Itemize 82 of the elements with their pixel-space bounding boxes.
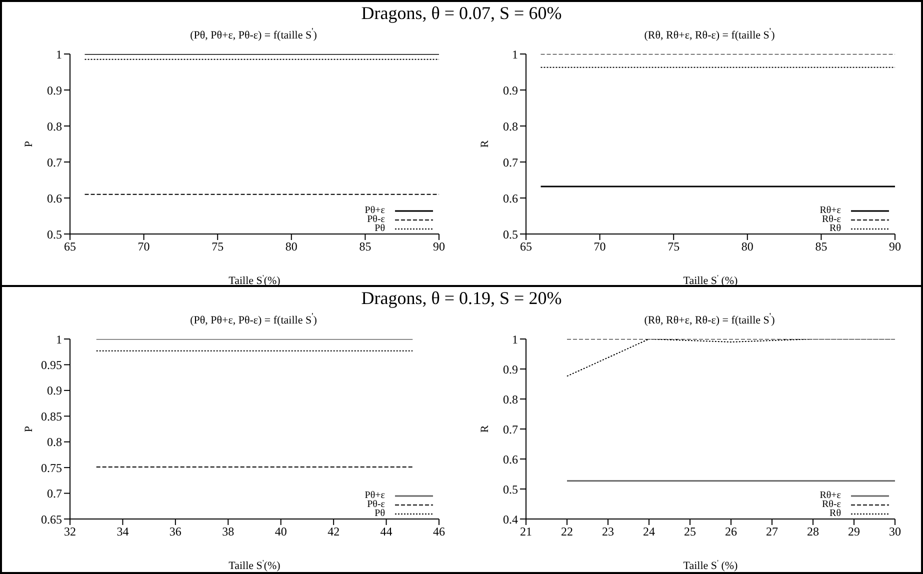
x-tick-label: 70	[594, 240, 606, 254]
chart-title: (Pθ, Pθ+ε, Pθ-ε) = f(taille S$^{'}$)	[189, 311, 318, 329]
y-tick-label: 0.7	[503, 155, 518, 170]
x-tick-label: 65	[520, 240, 532, 254]
legend-label: Pθ-ε	[367, 499, 385, 510]
x-tick-label: 36	[169, 524, 182, 539]
x-tick-label: 28	[807, 524, 819, 539]
chart-title: (Rθ, Rθ+ε, Rθ-ε) = f(taille S$^{'}$)	[643, 311, 776, 329]
y-tick-label: 0.5	[503, 482, 518, 496]
y-tick-label: 0.9	[503, 362, 518, 376]
y-tick-label: 0.6	[503, 452, 518, 466]
y-tick-label: 0.7	[503, 422, 518, 436]
y-tick-label: 0.6	[47, 191, 62, 206]
y-tick-label: 0.4	[503, 512, 518, 526]
legend-label: Rθ+ε	[820, 490, 841, 501]
x-axis-title: Taille S$^{'}$ (%)	[683, 558, 738, 572]
y-tick-label: 0.9	[47, 83, 62, 98]
y-tick-label: 0.8	[503, 119, 518, 134]
x-tick-label: 30	[889, 524, 901, 539]
y-tick-label: 0.8	[503, 392, 518, 406]
x-tick-label: 34	[116, 524, 129, 539]
chart-title: (Rθ, Rθ+ε, Rθ-ε) = f(taille S$^{'}$)	[643, 26, 776, 44]
legend-label: Pθ+ε	[364, 205, 385, 216]
x-tick-label: 21	[520, 524, 532, 539]
y-tick-label: 1	[56, 332, 62, 346]
y-tick-label: 0.7	[47, 155, 62, 170]
legend-label: Rθ+ε	[820, 205, 841, 216]
x-tick-label: 40	[274, 524, 287, 539]
x-tick-label: 65	[64, 240, 76, 254]
y-axis-title: R	[479, 140, 491, 148]
x-tick-label: 80	[285, 240, 298, 254]
x-tick-label: 90	[433, 240, 445, 254]
y-tick-label: 0.5	[503, 227, 518, 242]
y-tick-label: 0.7	[47, 486, 62, 501]
legend-label: Pθ-ε	[367, 214, 385, 225]
x-tick-label: 25	[684, 524, 696, 539]
y-axis-title: P	[23, 140, 35, 148]
y-tick-label: 0.5	[47, 227, 62, 242]
y-tick-label: 0.9	[503, 83, 518, 98]
legend-label: Pθ+ε	[364, 490, 385, 501]
y-tick-label: 0.75	[41, 460, 62, 475]
x-tick-label: 85	[359, 240, 372, 254]
legend-label: Rθ-ε	[822, 214, 841, 225]
y-axis-title: R	[479, 424, 491, 433]
y-tick-label: 1	[512, 332, 518, 346]
x-tick-label: 80	[741, 240, 754, 254]
x-tick-label: 27	[766, 524, 778, 539]
x-tick-label: 90	[889, 240, 901, 254]
x-tick-label: 44	[380, 524, 392, 539]
x-tick-label: 22	[561, 524, 573, 539]
x-tick-label: 85	[815, 240, 828, 254]
legend-label: Rθ	[830, 223, 841, 234]
y-axis-title: P	[23, 426, 35, 432]
text: Dragons, θ = 0.07, S = 60%	[361, 3, 562, 23]
x-tick-label: 23	[602, 524, 614, 539]
x-tick-label: 32	[64, 524, 76, 539]
y-tick-label: 0.9	[47, 384, 62, 398]
x-tick-label: 75	[668, 240, 680, 254]
x-tick-label: 26	[725, 524, 737, 539]
x-axis-title: Taille S$^{'}$(%)	[228, 272, 281, 287]
y-tick-label: 0.8	[47, 119, 62, 134]
x-axis-title: Taille S$^{'}$(%)	[228, 558, 281, 572]
y-tick-label: 0.65	[41, 512, 62, 526]
chart-title: (Pθ, Pθ+ε, Pθ-ε) = f(taille S$^{'}$)	[189, 26, 318, 44]
legend-label: Pθ	[374, 223, 385, 234]
y-tick-label: 0.85	[41, 409, 62, 424]
x-tick-label: 29	[848, 524, 860, 539]
y-tick-label: 0.8	[47, 435, 62, 450]
legend-label: Pθ	[374, 508, 385, 519]
x-tick-label: 42	[328, 524, 340, 539]
x-tick-label: 75	[212, 240, 224, 254]
y-tick-label: 0.95	[41, 358, 62, 372]
x-tick-label: 46	[433, 524, 445, 539]
y-tick-label: 1	[512, 47, 518, 62]
x-tick-label: 24	[643, 524, 655, 539]
text: Dragons, θ = 0.19, S = 20%	[361, 288, 562, 308]
x-tick-label: 38	[222, 524, 234, 539]
legend-label: Rθ	[830, 508, 841, 519]
y-tick-label: 0.6	[503, 191, 518, 206]
y-tick-label: 1	[56, 47, 62, 62]
x-tick-label: 70	[138, 240, 150, 254]
legend-label: Rθ-ε	[822, 499, 841, 510]
